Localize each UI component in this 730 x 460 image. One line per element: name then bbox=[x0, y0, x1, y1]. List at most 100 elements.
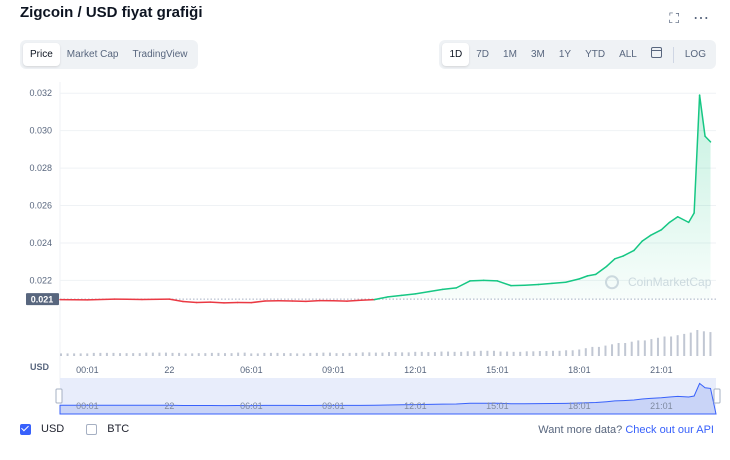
volume-bar bbox=[210, 352, 213, 356]
price-line-segment bbox=[441, 287, 458, 291]
volume-bar bbox=[315, 352, 318, 356]
volume-bar bbox=[420, 351, 423, 356]
navigator-tick-label: 21:01 bbox=[650, 401, 673, 411]
header-actions: ⛶ ⋯ bbox=[669, 8, 710, 28]
volume-bar bbox=[388, 352, 390, 356]
volume-bar bbox=[105, 352, 108, 356]
price-line-segment bbox=[551, 281, 567, 285]
price-line-segment bbox=[660, 221, 671, 231]
volume-bar bbox=[545, 351, 548, 356]
volume-bar bbox=[519, 351, 522, 356]
volume-bar bbox=[479, 350, 482, 356]
volume-bar bbox=[427, 352, 430, 356]
tab-tradingview[interactable]: TradingView bbox=[132, 49, 188, 60]
range-3m[interactable]: 3M bbox=[530, 49, 545, 60]
volume-bar bbox=[86, 353, 89, 356]
tab-market-cap[interactable]: Market Cap bbox=[66, 49, 119, 60]
price-area bbox=[60, 95, 711, 300]
navigator-tick-label: 00:01 bbox=[76, 401, 99, 411]
price-line-segment bbox=[605, 258, 616, 268]
view-tabs: Price Market Cap TradingView bbox=[20, 40, 198, 69]
volume-bar bbox=[99, 352, 102, 356]
price-line-segment bbox=[687, 212, 695, 224]
api-promo: Want more data? Check out our API bbox=[538, 424, 714, 436]
range-1d[interactable]: 1D bbox=[442, 43, 470, 66]
range-all[interactable]: ALL bbox=[619, 49, 637, 60]
range-7d[interactable]: 7D bbox=[476, 49, 490, 60]
navigator-tick-label: 15:01 bbox=[486, 401, 509, 411]
btc-checkbox[interactable] bbox=[86, 423, 98, 435]
api-link[interactable]: Check out our API bbox=[625, 424, 714, 436]
currency-label: USD bbox=[30, 362, 50, 372]
volume-bar bbox=[591, 346, 594, 356]
price-line-segment bbox=[400, 293, 417, 297]
volume-bar bbox=[230, 353, 233, 356]
volume-bar bbox=[702, 331, 705, 356]
x-tick-label: 21:01 bbox=[650, 365, 673, 375]
volume-bar bbox=[689, 332, 692, 356]
volume-bar bbox=[171, 352, 174, 356]
volume-bar bbox=[624, 343, 627, 356]
volume-bar bbox=[571, 350, 574, 356]
price-line-segment bbox=[86, 298, 116, 301]
volume-bar bbox=[617, 343, 620, 356]
volume-bar bbox=[355, 352, 358, 356]
range-1y[interactable]: 1Y bbox=[558, 49, 572, 60]
volume-bar bbox=[132, 353, 135, 356]
x-tick-label: 15:01 bbox=[486, 365, 509, 375]
usd-checkbox[interactable] bbox=[20, 423, 31, 435]
volume-bar bbox=[611, 344, 614, 356]
page-title: Zigcoin / USD fiyat grafiği bbox=[20, 4, 203, 21]
price-line-segment bbox=[698, 94, 706, 138]
navigator-series bbox=[59, 382, 717, 415]
price-chart[interactable]: 0.0220.0240.0260.0280.0300.0320.021CoinM… bbox=[0, 76, 730, 420]
volume-bar bbox=[263, 352, 266, 356]
volume-bar bbox=[191, 353, 194, 356]
volume-bar bbox=[499, 351, 502, 356]
legend: USD BTC bbox=[20, 423, 151, 435]
price-line-segment bbox=[359, 298, 376, 301]
log-toggle[interactable]: LOG bbox=[684, 49, 706, 60]
open-price-label: 0.021 bbox=[31, 295, 54, 305]
volume-bar bbox=[269, 352, 272, 356]
price-line-segment bbox=[578, 275, 589, 280]
price-line-segment bbox=[649, 229, 663, 237]
volume-bar bbox=[670, 336, 673, 356]
volume-bar bbox=[558, 350, 561, 356]
range-1m[interactable]: 1M bbox=[503, 49, 517, 60]
volume-bar bbox=[683, 333, 686, 356]
volume-bar bbox=[296, 353, 299, 356]
volume-bar bbox=[112, 352, 115, 356]
volume-bar bbox=[138, 353, 141, 356]
more-horizontal-icon[interactable]: ⋯ bbox=[693, 10, 710, 27]
calendar-button[interactable] bbox=[644, 43, 669, 66]
navigator-handle-left[interactable] bbox=[55, 388, 63, 404]
volume-bar bbox=[656, 337, 659, 356]
api-prompt: Want more data? bbox=[538, 424, 623, 436]
tab-price[interactable]: Price bbox=[23, 43, 60, 66]
divider bbox=[672, 46, 674, 63]
range-ytd[interactable]: YTD bbox=[585, 49, 606, 60]
volume-bar bbox=[302, 353, 305, 356]
volume-bar bbox=[650, 339, 653, 356]
volume-bar bbox=[532, 351, 535, 356]
volume-bar bbox=[237, 352, 240, 356]
usd-label: USD bbox=[41, 423, 65, 435]
volume-bar bbox=[361, 352, 364, 356]
volume-bar bbox=[597, 346, 600, 356]
volume-bar bbox=[125, 353, 128, 356]
volume-bar bbox=[525, 351, 528, 356]
volume-bar bbox=[158, 352, 161, 356]
price-line-segment bbox=[387, 294, 403, 298]
volume-bar bbox=[538, 351, 541, 356]
volume-bar bbox=[381, 352, 384, 356]
volume-bar bbox=[197, 353, 200, 356]
volume-bar bbox=[322, 352, 325, 356]
volume-bar bbox=[578, 349, 581, 356]
expand-icon[interactable]: ⛶ bbox=[669, 9, 679, 26]
price-line-segment bbox=[209, 301, 225, 304]
btc-label: BTC bbox=[107, 423, 130, 435]
navigator-handle-right[interactable] bbox=[713, 388, 721, 404]
y-tick-label: 0.032 bbox=[29, 88, 52, 98]
price-line-segment bbox=[523, 283, 540, 286]
